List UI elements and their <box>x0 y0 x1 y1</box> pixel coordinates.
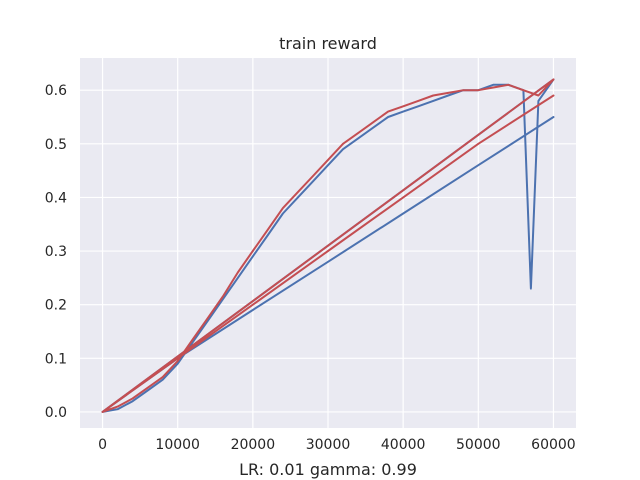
x-ticks: 0 10000 20000 30000 40000 50000 60000 <box>98 437 576 453</box>
y-tick-label: 0.4 <box>45 190 67 206</box>
x-tick-label: 0 <box>98 437 107 453</box>
y-tick-label: 0.1 <box>45 351 67 367</box>
x-tick-label: 30000 <box>306 437 351 453</box>
chart-title: train reward <box>279 34 377 53</box>
x-tick-label: 60000 <box>531 437 576 453</box>
series-layer <box>101 78 555 413</box>
y-tick-label: 0.2 <box>45 298 67 314</box>
x-tick-label: 20000 <box>231 437 276 453</box>
y-tick-label: 0.0 <box>45 405 67 421</box>
x-axis-label: LR: 0.01 gamma: 0.99 <box>239 460 417 479</box>
y-tick-label: 0.5 <box>45 137 67 153</box>
x-tick-label: 50000 <box>456 437 501 453</box>
y-tick-label: 0.6 <box>45 83 67 99</box>
series-line-2 <box>101 78 555 413</box>
y-ticks: 0.0 0.1 0.2 0.3 0.4 0.5 0.6 <box>45 83 67 421</box>
x-tick-label: 40000 <box>381 437 426 453</box>
x-tick-label: 10000 <box>155 437 200 453</box>
y-tick-label: 0.3 <box>45 244 67 260</box>
